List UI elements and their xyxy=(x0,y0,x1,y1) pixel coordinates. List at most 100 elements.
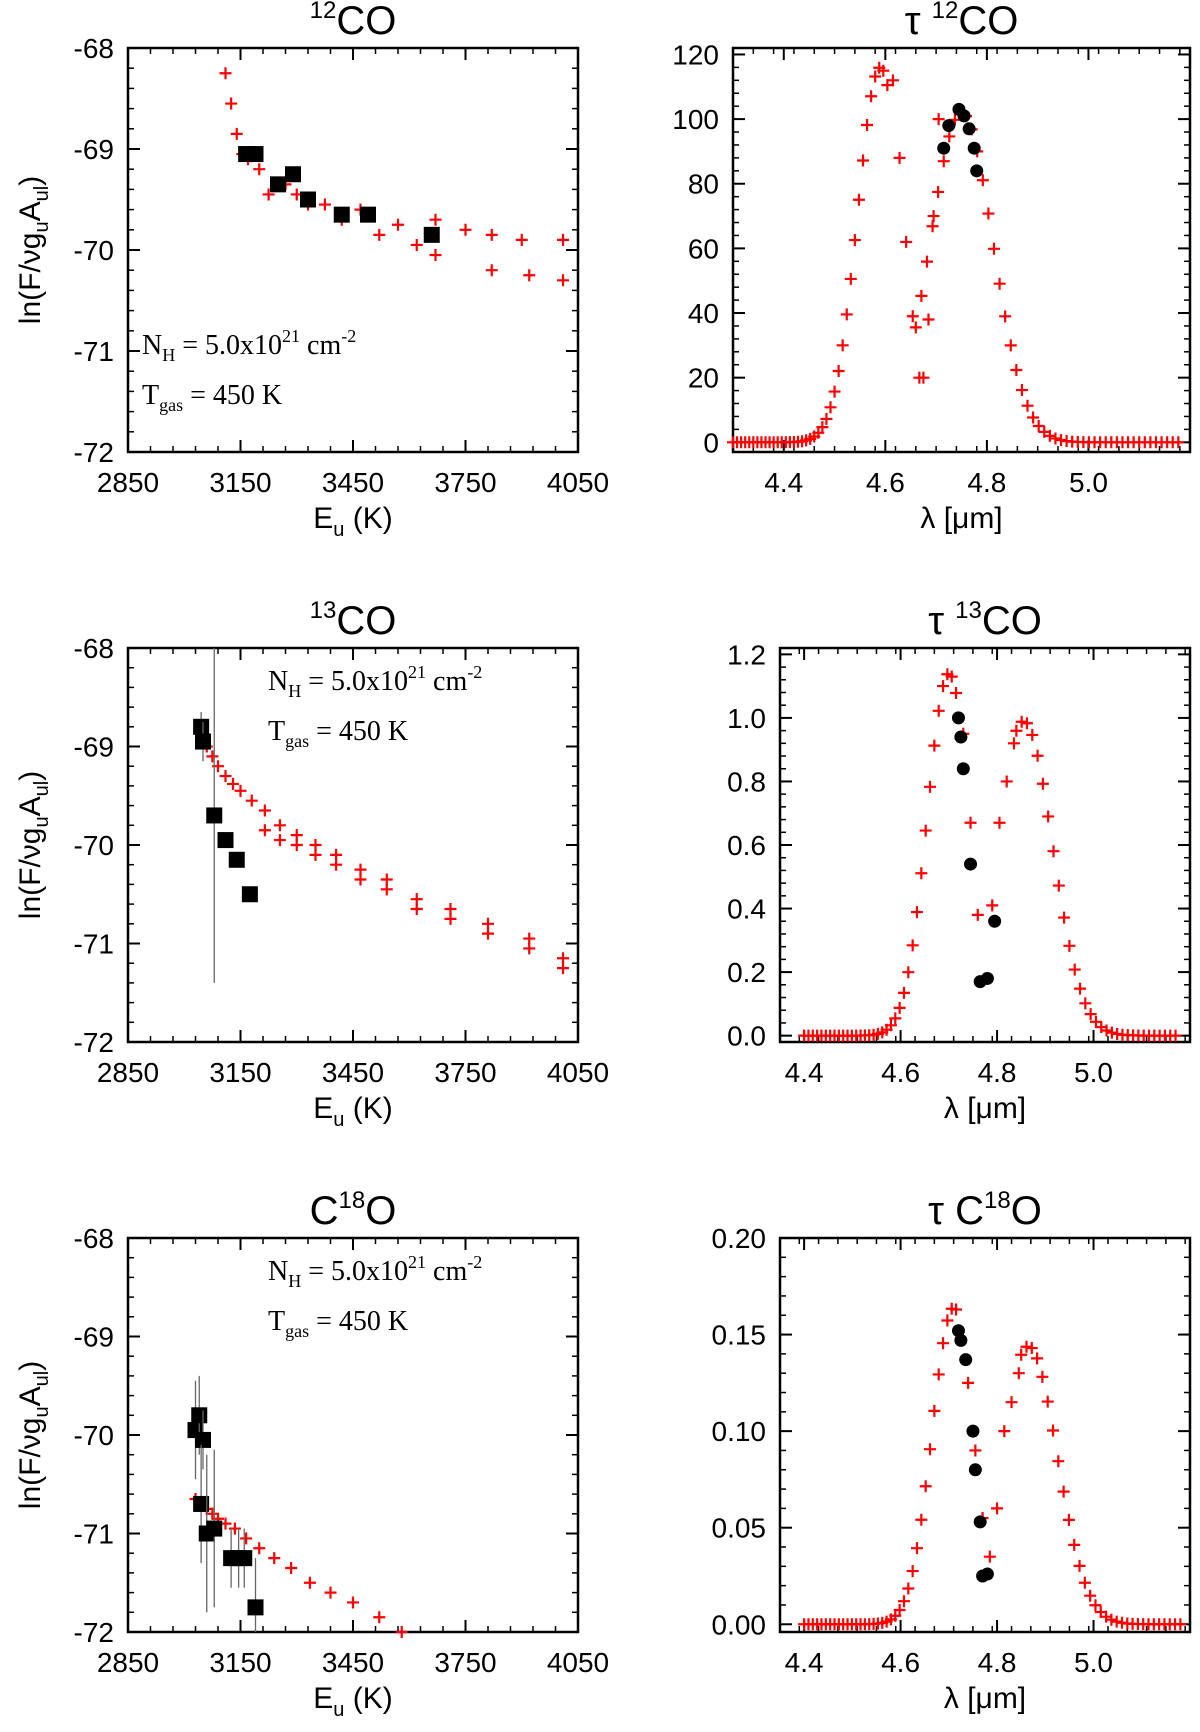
plus-marker xyxy=(1004,339,1017,352)
annotation-nh: NH = 5.0x1021 cm-2 xyxy=(142,326,356,365)
plus-marker xyxy=(976,174,989,187)
ann-text: N xyxy=(268,1256,288,1287)
y-tick-label: -68 xyxy=(74,1223,114,1254)
x-tick-label: 4050 xyxy=(547,467,609,498)
y-label-subscript: ul xyxy=(31,781,53,797)
plus-marker xyxy=(228,1522,241,1535)
y-tick-label: 100 xyxy=(672,104,719,135)
title-superscript: 18 xyxy=(984,1187,1011,1214)
plus-marker xyxy=(354,873,367,886)
x-tick-label: 3750 xyxy=(434,1647,496,1678)
plus-marker xyxy=(392,218,404,231)
title-text: τ C xyxy=(928,1189,984,1233)
plus-marker xyxy=(861,119,874,132)
series-observed xyxy=(951,1324,994,1583)
circle-marker xyxy=(942,119,956,133)
series-model-P xyxy=(1010,715,1182,1042)
ann-text: N xyxy=(268,666,288,697)
circle-marker xyxy=(959,1353,973,1367)
plus-marker xyxy=(816,421,829,434)
plus-marker xyxy=(230,127,243,140)
plus-marker xyxy=(906,310,919,323)
annotation-nh: NH = 5.0x1021 cm-2 xyxy=(268,1252,482,1291)
plus-marker xyxy=(915,289,928,302)
plus-marker xyxy=(240,1532,253,1545)
plus-marker xyxy=(1041,1395,1054,1408)
x-tick-label: 4.4 xyxy=(785,1647,824,1678)
plus-marker xyxy=(832,365,845,378)
plus-marker xyxy=(258,824,271,837)
plus-marker xyxy=(915,867,928,880)
plus-marker xyxy=(330,858,343,871)
plus-marker xyxy=(380,883,393,896)
ann-superscript: 21 xyxy=(282,326,300,346)
plus-marker xyxy=(932,1368,945,1381)
ann-subscript: gas xyxy=(159,395,183,415)
plus-marker xyxy=(482,927,494,940)
series-observed xyxy=(193,648,258,983)
y-tick-label: 0 xyxy=(703,427,719,458)
plus-marker xyxy=(1031,1352,1044,1365)
plus-marker xyxy=(982,207,995,220)
x-label-text: (K) xyxy=(344,1682,392,1715)
y-tick-label: -71 xyxy=(74,929,114,960)
plus-marker xyxy=(444,912,457,925)
title-text: τ xyxy=(928,599,955,643)
y-tick-label: -72 xyxy=(74,1027,114,1058)
square-marker xyxy=(193,1495,210,1512)
plus-marker xyxy=(927,210,940,223)
ann-text: cm xyxy=(426,1256,467,1287)
y-label-subscript: u xyxy=(31,221,53,232)
x-tick-label: 4.6 xyxy=(866,467,905,498)
plus-marker xyxy=(1012,1367,1025,1380)
x-tick-label: 3750 xyxy=(434,1057,496,1088)
plus-marker xyxy=(1021,399,1034,412)
series-model xyxy=(189,1493,408,1638)
ann-subscript: H xyxy=(288,1271,301,1291)
y-tick-label: -70 xyxy=(74,830,114,861)
y-tick-label: 0.6 xyxy=(727,830,766,861)
plus-marker xyxy=(429,213,442,226)
x-label-subscript: u xyxy=(333,519,344,541)
x-axis-title: λ [μm] xyxy=(944,1682,1026,1715)
x-tick-label: 3450 xyxy=(322,467,384,498)
plus-marker xyxy=(897,1595,910,1608)
plus-marker xyxy=(1010,363,1023,376)
ann-text: T xyxy=(268,1306,285,1337)
plus-marker xyxy=(485,264,498,277)
plus-marker xyxy=(919,1480,932,1493)
panel-title: 12CO xyxy=(310,0,397,43)
plus-marker xyxy=(824,401,837,414)
x-tick-label: 5.0 xyxy=(1074,1647,1113,1678)
panel-rot_12co: 2850 3150 3450 3750 4050 -68 -69 -70 -71 -72 12CO E… xyxy=(14,0,609,541)
plus-marker xyxy=(1036,777,1049,790)
plus-marker xyxy=(924,780,937,793)
x-tick-label: 3150 xyxy=(209,467,271,498)
panel-tau_12co: 4.4 4.6 4.8 5.0 120 100 80 60 40 20 0 τ 12CO λ [μm] xyxy=(672,0,1192,535)
x-label-text: E xyxy=(313,1092,333,1125)
plus-marker xyxy=(557,274,569,287)
y-tick-label: -69 xyxy=(74,134,114,165)
panel-title: 13CO xyxy=(310,597,397,643)
x-axis-title: λ [μm] xyxy=(920,502,1002,535)
square-marker xyxy=(191,1407,208,1424)
plus-marker xyxy=(998,1425,1011,1438)
x-tick-label: 2850 xyxy=(97,1057,159,1088)
square-marker xyxy=(360,206,376,223)
plus-marker xyxy=(902,966,915,979)
ann-text: = 450 K xyxy=(309,716,408,747)
title-text: O xyxy=(1011,1189,1042,1233)
y-tick-label: 0.10 xyxy=(712,1416,767,1447)
annotation-nh: NH = 5.0x1021 cm-2 xyxy=(268,662,482,701)
plus-marker xyxy=(1110,1615,1123,1628)
plus-marker xyxy=(993,277,1006,290)
y-label-text: ln(F/νg xyxy=(14,233,47,325)
series-model-2 xyxy=(429,249,569,287)
title-text: O xyxy=(365,1189,396,1233)
ann-text: T xyxy=(142,380,159,411)
plus-marker xyxy=(910,1542,923,1555)
plus-marker xyxy=(932,704,945,717)
plus-marker xyxy=(848,234,861,247)
y-label-subscript: u xyxy=(31,816,53,827)
